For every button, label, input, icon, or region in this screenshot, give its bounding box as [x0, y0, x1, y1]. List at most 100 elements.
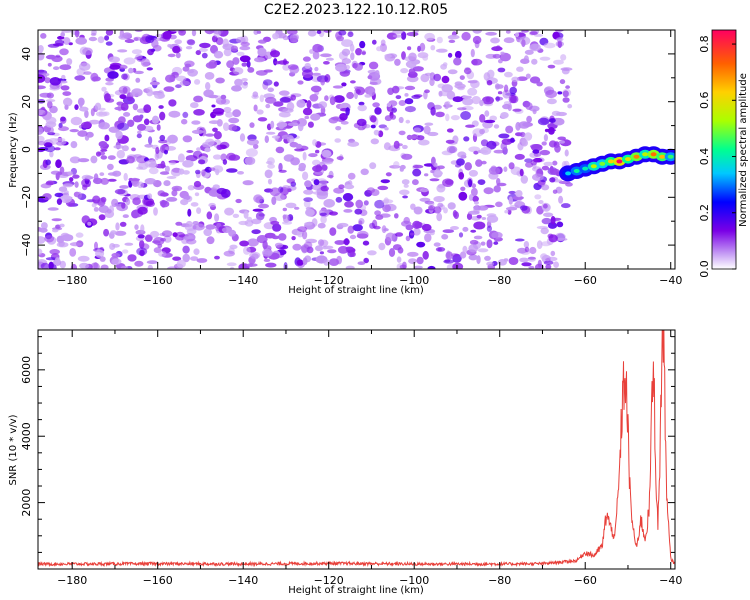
noise-blob [132, 115, 143, 123]
noise-blob [302, 151, 307, 161]
noise-blob [286, 30, 298, 35]
noise-blob [165, 138, 172, 145]
noise-blob [429, 78, 435, 87]
noise-blob [416, 135, 425, 141]
noise-blob [238, 220, 249, 226]
noise-blob [394, 213, 399, 219]
noise-blob [264, 169, 273, 179]
noise-blob [309, 49, 315, 54]
noise-blob [203, 228, 212, 237]
snr-y-label: SNR (10 * v/v) [8, 414, 19, 485]
noise-blob [90, 32, 97, 36]
noise-blob [349, 251, 356, 257]
noise-blob [87, 221, 92, 226]
noise-blob [290, 94, 297, 101]
noise-blob [437, 202, 444, 208]
noise-blob [404, 93, 409, 97]
noise-blob [245, 148, 258, 157]
noise-blob [479, 114, 486, 123]
noise-blob [436, 184, 446, 193]
noise-blob [100, 177, 109, 185]
noise-blob [172, 232, 178, 238]
noise-blob [346, 91, 354, 100]
noise-blob [505, 30, 511, 34]
noise-blob [320, 185, 329, 192]
noise-blob [222, 38, 229, 48]
noise-blob [107, 155, 116, 161]
noise-blob [394, 58, 401, 66]
noise-blob [473, 221, 486, 230]
colorbar-tick-label: 0.4 [698, 148, 711, 166]
noise-blob [196, 258, 208, 263]
noise-blob [378, 124, 387, 129]
noise-blob [232, 67, 244, 75]
noise-blob [239, 55, 251, 63]
noise-blob [454, 81, 463, 86]
noise-blob [262, 79, 273, 86]
noise-blob [105, 30, 114, 36]
x-tick-label: −120 [314, 274, 344, 287]
noise-blob [214, 255, 220, 260]
noise-blob [259, 94, 264, 103]
noise-blob [239, 240, 250, 247]
noise-blob [553, 59, 564, 65]
noise-blob [58, 186, 68, 192]
noise-blob [38, 127, 44, 135]
noise-blob [258, 203, 269, 209]
noise-blob [335, 63, 347, 72]
noise-blob [77, 255, 90, 262]
snr-x-axis: −180 −160 −140 −120 −100 −80 −60 −40 [57, 330, 682, 587]
noise-blob [463, 67, 472, 75]
noise-blob [427, 201, 435, 206]
noise-blob [515, 132, 523, 137]
noise-blob [207, 94, 219, 99]
noise-blob [91, 76, 101, 82]
noise-blob [359, 40, 366, 49]
x-tick-label: −160 [143, 274, 173, 287]
noise-blob [187, 39, 196, 46]
noise-blob [287, 188, 292, 193]
noise-blob [164, 149, 168, 155]
noise-blob [541, 165, 550, 171]
noise-blob [168, 110, 181, 118]
noise-blob [468, 169, 478, 177]
noise-blob [558, 195, 564, 204]
noise-blob [466, 212, 473, 220]
noise-blob [239, 45, 251, 51]
noise-blob [97, 36, 105, 44]
noise-blob [72, 174, 80, 179]
noise-blob [163, 235, 172, 243]
noise-blob [94, 102, 102, 111]
x-tick-label: −40 [659, 274, 682, 287]
noise-blob [49, 249, 60, 255]
noise-blob [442, 229, 455, 234]
noise-blob [385, 172, 392, 177]
noise-blob [527, 256, 536, 260]
noise-blob [302, 107, 313, 116]
noise-blob [358, 101, 365, 106]
noise-blob [105, 82, 114, 86]
noise-blob [557, 136, 566, 141]
noise-blob [187, 68, 199, 77]
noise-blob [312, 51, 320, 60]
noise-blob [122, 214, 129, 219]
noise-blob [441, 75, 450, 84]
signal-core [667, 154, 674, 159]
noise-blob [462, 226, 469, 232]
noise-blob [362, 240, 370, 246]
noise-blob [117, 122, 130, 131]
noise-blob [55, 224, 61, 229]
noise-blob [231, 85, 242, 92]
noise-blob [529, 76, 541, 84]
noise-blob [38, 248, 43, 256]
spectrogram-x-label: Height of straight line (km) [288, 285, 424, 296]
noise-blob [312, 43, 323, 53]
noise-blob [476, 214, 482, 219]
signal-core [616, 159, 623, 164]
noise-blob [420, 73, 430, 83]
noise-blob [341, 82, 347, 87]
noise-blob [45, 257, 57, 261]
noise-blob [441, 234, 449, 240]
noise-blob [347, 225, 355, 234]
noise-blob [462, 95, 472, 99]
